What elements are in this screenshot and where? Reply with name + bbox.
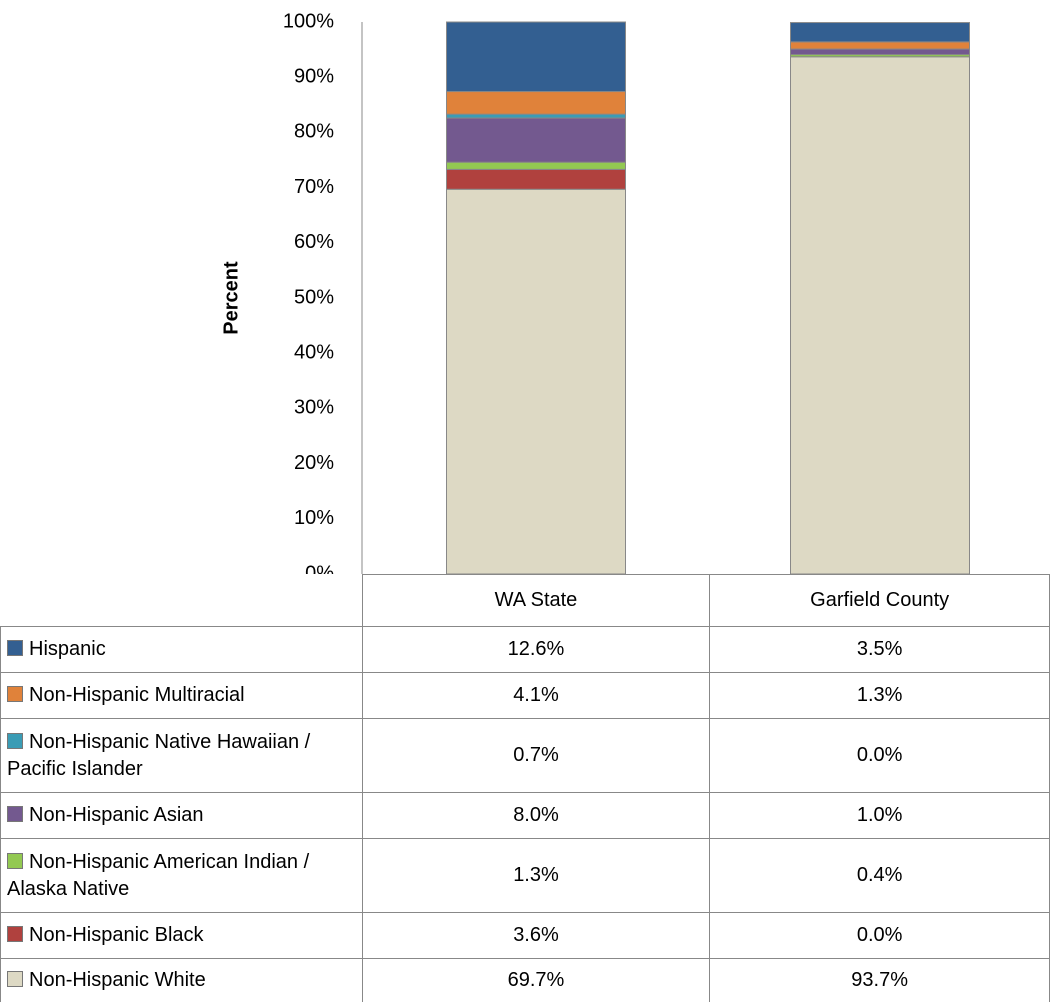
legend-label: Non-Hispanic White — [29, 969, 206, 991]
table-row: Non-Hispanic American Indian / Alaska Na… — [0, 838, 1050, 913]
blank-cell — [1, 575, 363, 627]
category-label: Garfield County — [709, 574, 1050, 627]
bar-segment — [446, 21, 626, 93]
y-tick-label: 30% — [294, 397, 334, 419]
legend-label: Non-Hispanic Native Hawaiian / Pacific I… — [7, 730, 311, 780]
y-tick-label: 50% — [294, 286, 334, 308]
y-tick-label: 80% — [294, 121, 334, 143]
legend-swatch — [7, 686, 23, 702]
table-row: Non-Hispanic Asian 8.0% 1.0% — [0, 792, 1050, 839]
legend-cell: Non-Hispanic American Indian / Alaska Na… — [0, 838, 363, 913]
value-label: 0.0% — [709, 912, 1050, 959]
legend-cell: Hispanic — [0, 626, 363, 673]
value-label: 1.3% — [361, 838, 711, 913]
bar-segment — [446, 188, 626, 574]
legend-label: Non-Hispanic American Indian / Alaska Na… — [7, 850, 310, 900]
legend-label: Non-Hispanic Multiracial — [29, 684, 245, 706]
y-tick-label: 10% — [294, 507, 334, 529]
chart: Percent 0% 10% 20% 30% 40% 50% 60% 70% 80% 90% 100… — [220, 10, 970, 574]
y-tick-label: 20% — [294, 452, 334, 474]
bar-segment — [446, 168, 626, 190]
bar-segment — [790, 48, 970, 56]
bar-segment — [790, 41, 970, 50]
y-tick-label: 90% — [294, 65, 334, 87]
value-label: 12.6% — [361, 626, 711, 673]
y-tick-label: 60% — [294, 231, 334, 253]
table-row: Hispanic 12.6% 3.5% — [0, 626, 1050, 673]
bar-segment — [446, 91, 626, 115]
value-label: 93.7% — [709, 958, 1050, 1002]
bar-segment — [790, 56, 970, 574]
value-label: 0.4% — [709, 838, 1050, 913]
value-label: 3.6% — [361, 912, 711, 959]
bar-segment — [446, 113, 626, 119]
legend-swatch — [7, 852, 23, 869]
value-label: 3.5% — [709, 626, 1050, 673]
legend-cell: Non-Hispanic Multiracial — [0, 672, 363, 719]
table-row: Non-Hispanic White 69.7% 93.7% — [0, 958, 1050, 1002]
y-axis-label: Percent — [220, 261, 242, 335]
table-row: Non-Hispanic Black 3.6% 0.0% — [0, 912, 1050, 959]
legend-cell: Non-Hispanic White — [0, 958, 363, 1002]
value-label: 8.0% — [361, 792, 711, 839]
bar-segment — [790, 22, 970, 43]
y-tick-label: 40% — [294, 341, 334, 363]
table-row: Non-Hispanic Multiracial 4.1% 1.3% — [0, 672, 1050, 719]
value-label: 0.0% — [709, 718, 1050, 793]
y-tick-label: 70% — [294, 176, 334, 198]
legend-label: Non-Hispanic Black — [29, 924, 204, 946]
value-label: 4.1% — [361, 672, 711, 719]
value-label: 1.0% — [709, 792, 1050, 839]
value-label: 69.7% — [361, 958, 711, 1002]
bar-segment — [446, 161, 626, 170]
legend-cell: Non-Hispanic Asian — [0, 792, 363, 839]
data-table: WA State Garfield County Hispanic 12.6% 3.5%… — [0, 574, 1050, 1002]
y-tick-label: 0% — [305, 562, 334, 574]
legend-label: Non-Hispanic Asian — [29, 804, 204, 826]
legend-swatch — [7, 732, 23, 749]
legend-swatch — [7, 971, 23, 987]
value-label: 1.3% — [709, 672, 1050, 719]
bar-segment — [446, 117, 626, 163]
y-tick-label: 100% — [283, 10, 334, 32]
legend-label: Hispanic — [29, 638, 106, 660]
legend-cell: Non-Hispanic Native Hawaiian / Pacific I… — [0, 718, 363, 793]
legend-cell: Non-Hispanic Black — [0, 912, 363, 959]
category-label: WA State — [361, 574, 711, 627]
value-label: 0.7% — [361, 718, 711, 793]
table-row: Non-Hispanic Native Hawaiian / Pacific I… — [0, 718, 1050, 793]
header-row: WA State Garfield County — [1, 574, 1050, 627]
legend-swatch — [7, 926, 23, 942]
legend-swatch — [7, 640, 23, 656]
legend-swatch — [7, 806, 23, 822]
